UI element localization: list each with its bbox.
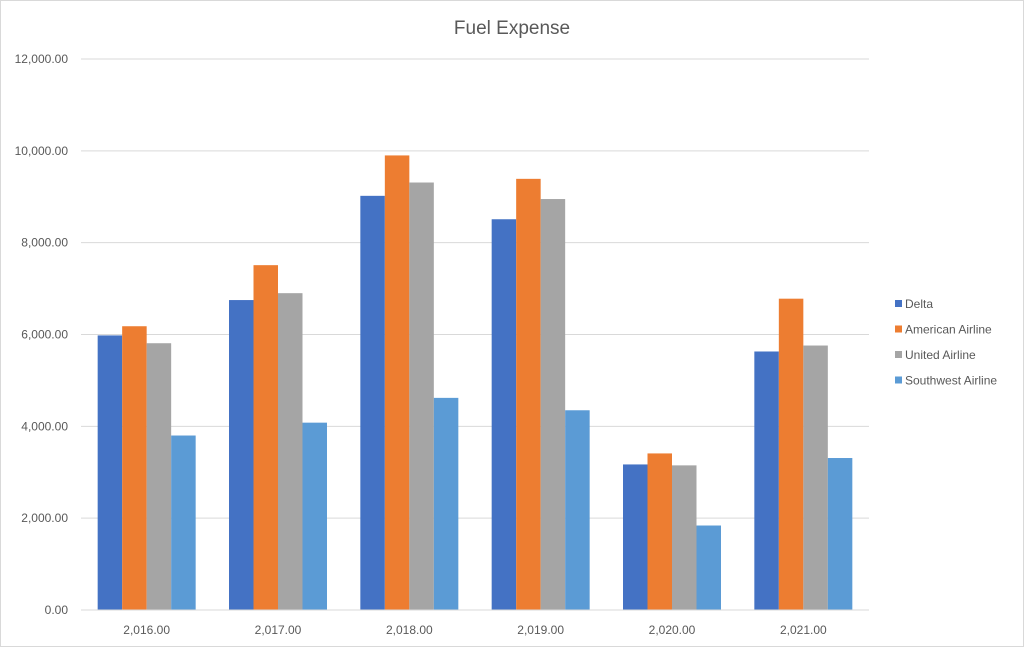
bar-united-airline: [540, 199, 566, 610]
x-tick-label: 2,017.00: [255, 623, 302, 637]
bar-american-airline: [647, 453, 672, 610]
legend-item-united-airline: United Airline: [895, 348, 976, 362]
y-tick-label: 0.00: [45, 603, 69, 617]
bar-delta: [229, 300, 254, 610]
bar-southwest-airline: [302, 422, 327, 610]
x-tick-label: 2,018.00: [386, 623, 433, 637]
x-tick-label: 2,019.00: [517, 623, 564, 637]
legend-swatch: [895, 351, 902, 358]
legend-label: Southwest Airline: [905, 374, 997, 388]
bar-american-airline: [384, 155, 410, 611]
y-tick-label: 6,000.00: [21, 328, 68, 342]
legend-swatch: [895, 325, 902, 333]
legend-label: American Airline: [905, 323, 992, 337]
y-tick-label: 4,000.00: [21, 419, 68, 433]
bar-american-airline: [253, 265, 278, 610]
bar-american-airline: [122, 326, 147, 610]
legend-label: United Airline: [905, 348, 976, 362]
bar-delta: [754, 351, 779, 610]
axes: 0.00 2,000.00 4,000.00 6,000.00 8,000.00 10,0…: [15, 52, 869, 637]
bar-delta: [491, 219, 517, 611]
legend-swatch: [895, 376, 902, 384]
bar-american-airline: [778, 298, 804, 610]
bar-delta: [360, 195, 385, 610]
y-tick-label: 2,000.00: [21, 511, 68, 525]
bar-united-airline: [146, 343, 172, 610]
legend-swatch: [895, 300, 902, 307]
y-tick-label: 8,000.00: [21, 236, 68, 250]
x-tick-label: 2,021.00: [780, 623, 827, 637]
y-tick-label: 10,000.00: [15, 144, 69, 158]
bar-southwest-airline: [433, 397, 459, 610]
bar-united-airline: [409, 182, 434, 610]
legend-label: Delta: [905, 297, 933, 311]
legend-item-delta: Delta: [895, 297, 933, 311]
bar-delta: [623, 464, 648, 610]
legend-item-american-airline: American Airline: [895, 323, 992, 337]
bar-united-airline: [278, 293, 303, 610]
bar-united-airline: [672, 465, 697, 610]
bars: [97, 155, 853, 611]
x-tick-label: 2,020.00: [649, 623, 696, 637]
bar-southwest-airline: [696, 525, 721, 610]
x-tick-label: 2,016.00: [123, 623, 170, 637]
bar-united-airline: [803, 345, 828, 610]
legend: Delta American Airline United Airline South…: [895, 297, 997, 388]
bar-southwest-airline: [827, 458, 853, 610]
bar-southwest-airline: [171, 435, 196, 610]
chart-title: Fuel Expense: [454, 18, 570, 39]
y-tick-label: 12,000.00: [15, 52, 69, 66]
legend-item-southwest-airline: Southwest Airline: [895, 374, 997, 388]
bar-american-airline: [516, 178, 541, 610]
gridlines: [81, 58, 869, 611]
bar-delta: [97, 335, 123, 610]
bar-southwest-airline: [565, 410, 590, 610]
